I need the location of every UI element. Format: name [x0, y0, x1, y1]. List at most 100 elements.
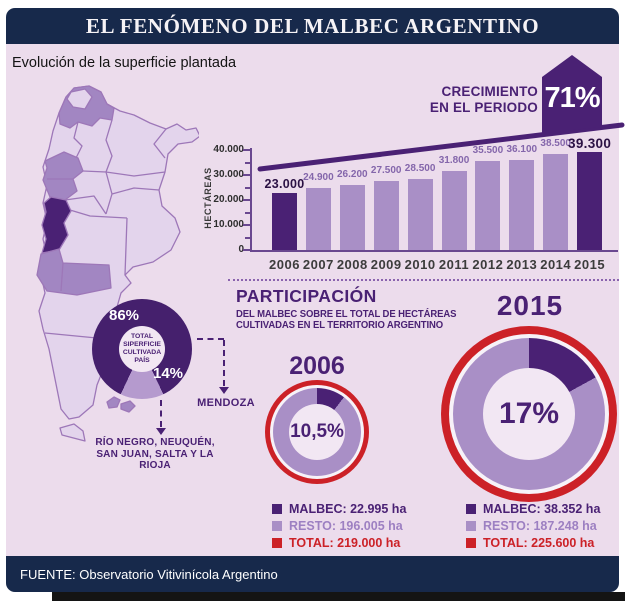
others-connector-vertical [160, 400, 162, 427]
growth-annotation-line1: CRECIMIENTO [441, 84, 538, 99]
donut-2015: 17% [441, 326, 617, 502]
legend-text: TOTAL: 219.000 ha [289, 536, 401, 550]
x-axis-line [250, 250, 618, 252]
bar-year-label: 2010 [404, 257, 436, 272]
legend-2015: MALBEC: 38.352 ha RESTO: 187.248 ha TOTA… [466, 502, 625, 553]
legend-text: MALBEC: 22.995 ha [289, 502, 407, 516]
participation-subtitle: DEL MALBEC SOBRE EL TOTAL DE HECTÁREAS C… [236, 309, 456, 331]
malbec-swatch-icon [272, 504, 282, 514]
donut-2006-center: 10,5% [289, 404, 345, 460]
country-share-donut-center: TOTAL SIPERFICIE CULTIVADA PAÍS [119, 326, 165, 372]
legend-row-malbec-2015: MALBEC: 38.352 ha [466, 502, 625, 516]
mendoza-connector-vertical [223, 340, 225, 386]
bar-value-label: 31.800 [438, 154, 470, 166]
bar-2007 [305, 187, 331, 250]
bar-value-label: 39.300 [568, 135, 612, 151]
map-malvinas-islands [106, 396, 136, 413]
total-swatch-icon [272, 538, 282, 548]
y-axis-tick [243, 224, 250, 226]
map-province-mendoza [41, 196, 72, 254]
y-axis-tick [243, 249, 250, 251]
bar-value-label: 28.500 [404, 162, 436, 174]
y-axis-tick [243, 199, 250, 201]
participation-subtitle-line2: CULTIVADAS EN EL TERRITORIO ARGENTINO [236, 320, 444, 331]
bar-2008 [339, 184, 365, 250]
bar-year-label: 2007 [302, 257, 334, 272]
resto-swatch-icon [272, 521, 282, 531]
bar-2014 [543, 153, 569, 250]
y-axis-tick-label: 0 [238, 244, 244, 255]
growth-banner-pentagon [542, 55, 602, 133]
bar-value-label: 24.900 [303, 171, 334, 183]
bar-2012 [475, 161, 501, 250]
legend-text: MALBEC: 38.352 ha [483, 502, 601, 516]
y-axis-minor-tick [245, 236, 250, 239]
donut-2006: 10,5% [265, 380, 369, 484]
header-bar: EL FENÓMENO DEL MALBEC ARGENTINO [6, 8, 619, 44]
donut-2006-pct-label: 10,5% [290, 421, 344, 442]
bar-year-label: 2009 [370, 257, 402, 272]
participation-title: PARTICIPACIÓN [236, 286, 377, 306]
trend-line [257, 122, 625, 172]
legend-row-resto-2006: RESTO: 196.005 ha [272, 519, 442, 533]
dotted-separator [228, 279, 619, 281]
bar-year-label: 2006 [269, 257, 300, 272]
donut-2015-title: 2015 [496, 290, 564, 321]
legend-row-total-2015: TOTAL: 225.600 ha [466, 536, 625, 550]
legend-row-malbec-2006: MALBEC: 22.995 ha [272, 502, 442, 516]
bar-value-label: 26.200 [337, 168, 368, 180]
y-axis-minor-tick [245, 186, 250, 189]
y-axis-tick [243, 149, 250, 151]
others-arrow-icon [156, 428, 166, 435]
footer-bar: FUENTE: Observatorio Vitivinícola Argent… [6, 556, 619, 592]
bar-value-label: 35.500 [472, 145, 504, 157]
bar-2013 [509, 159, 535, 250]
bar-year-label: 2014 [540, 257, 572, 272]
participation-subtitle-line1: DEL MALBEC SOBRE EL TOTAL DE HECTÁREAS [236, 309, 457, 320]
donut-2006-title: 2006 [289, 352, 345, 380]
donut-2015-pct-label: 17% [498, 397, 560, 430]
other-provinces-share-label: 14% [152, 365, 184, 382]
bar-year-label: 2015 [574, 257, 606, 272]
bar-value-label: 27.500 [370, 165, 402, 177]
y-axis-tick-label: 10.000 [213, 219, 244, 230]
bar-year-label: 2008 [336, 257, 368, 272]
source-text: FUENTE: Observatorio Vitivinícola Argent… [20, 566, 278, 582]
y-axis-minor-tick [245, 161, 250, 164]
legend-text: TOTAL: 225.600 ha [483, 536, 595, 550]
y-axis-minor-tick [245, 211, 250, 214]
y-axis-tick-label: 40.000 [213, 144, 244, 155]
section-subtitle: Evolución de la superficie plantada [12, 55, 237, 71]
growth-value: 71% [544, 82, 600, 114]
map-province-neuquen-rionegro [36, 248, 112, 296]
mendoza-arrow-icon [219, 387, 229, 394]
resto-swatch-icon [466, 521, 476, 531]
legend-2006: MALBEC: 22.995 ha RESTO: 196.005 ha TOTA… [272, 502, 442, 553]
map-province-jujuy [66, 88, 93, 110]
mendoza-share-label: 86% [108, 307, 140, 324]
y-axis-tick-label: 20.000 [213, 194, 244, 205]
page-title: EL FENÓMENO DEL MALBEC ARGENTINO [85, 13, 540, 38]
bar-2010 [407, 178, 433, 250]
growth-annotation: CRECIMIENTO EN EL PERIODO [388, 84, 538, 116]
bar-year-label: 2013 [506, 257, 538, 272]
legend-text: RESTO: 196.005 ha [289, 519, 403, 533]
y-axis-line [250, 148, 252, 252]
other-provinces-callout: RÍO NEGRO, NEUQUÉN, SAN JUAN, SALTA Y LA… [95, 437, 215, 471]
map-border-neuquen-rionegro [60, 262, 64, 292]
country-share-donut: TOTAL SIPERFICIE CULTIVADA PAÍS 86% 14% [92, 299, 192, 399]
bar-year-label: 2011 [438, 257, 470, 272]
bar-2011 [441, 170, 467, 250]
bar-value-label: 38.500 [540, 137, 571, 149]
bar-year-label: 2012 [472, 257, 504, 272]
growth-annotation-line2: EN EL PERIODO [429, 100, 538, 115]
bar-value-label: 36.100 [506, 143, 538, 155]
legend-row-total-2006: TOTAL: 219.000 ha [272, 536, 442, 550]
country-share-center-label: TOTAL SIPERFICIE CULTIVADA PAÍS [122, 333, 162, 364]
bar-value-label: 23.000 [264, 176, 305, 191]
bar-2015 [577, 151, 603, 250]
legend-text: RESTO: 187.248 ha [483, 519, 597, 533]
donut-2015-center: 17% [483, 368, 575, 460]
